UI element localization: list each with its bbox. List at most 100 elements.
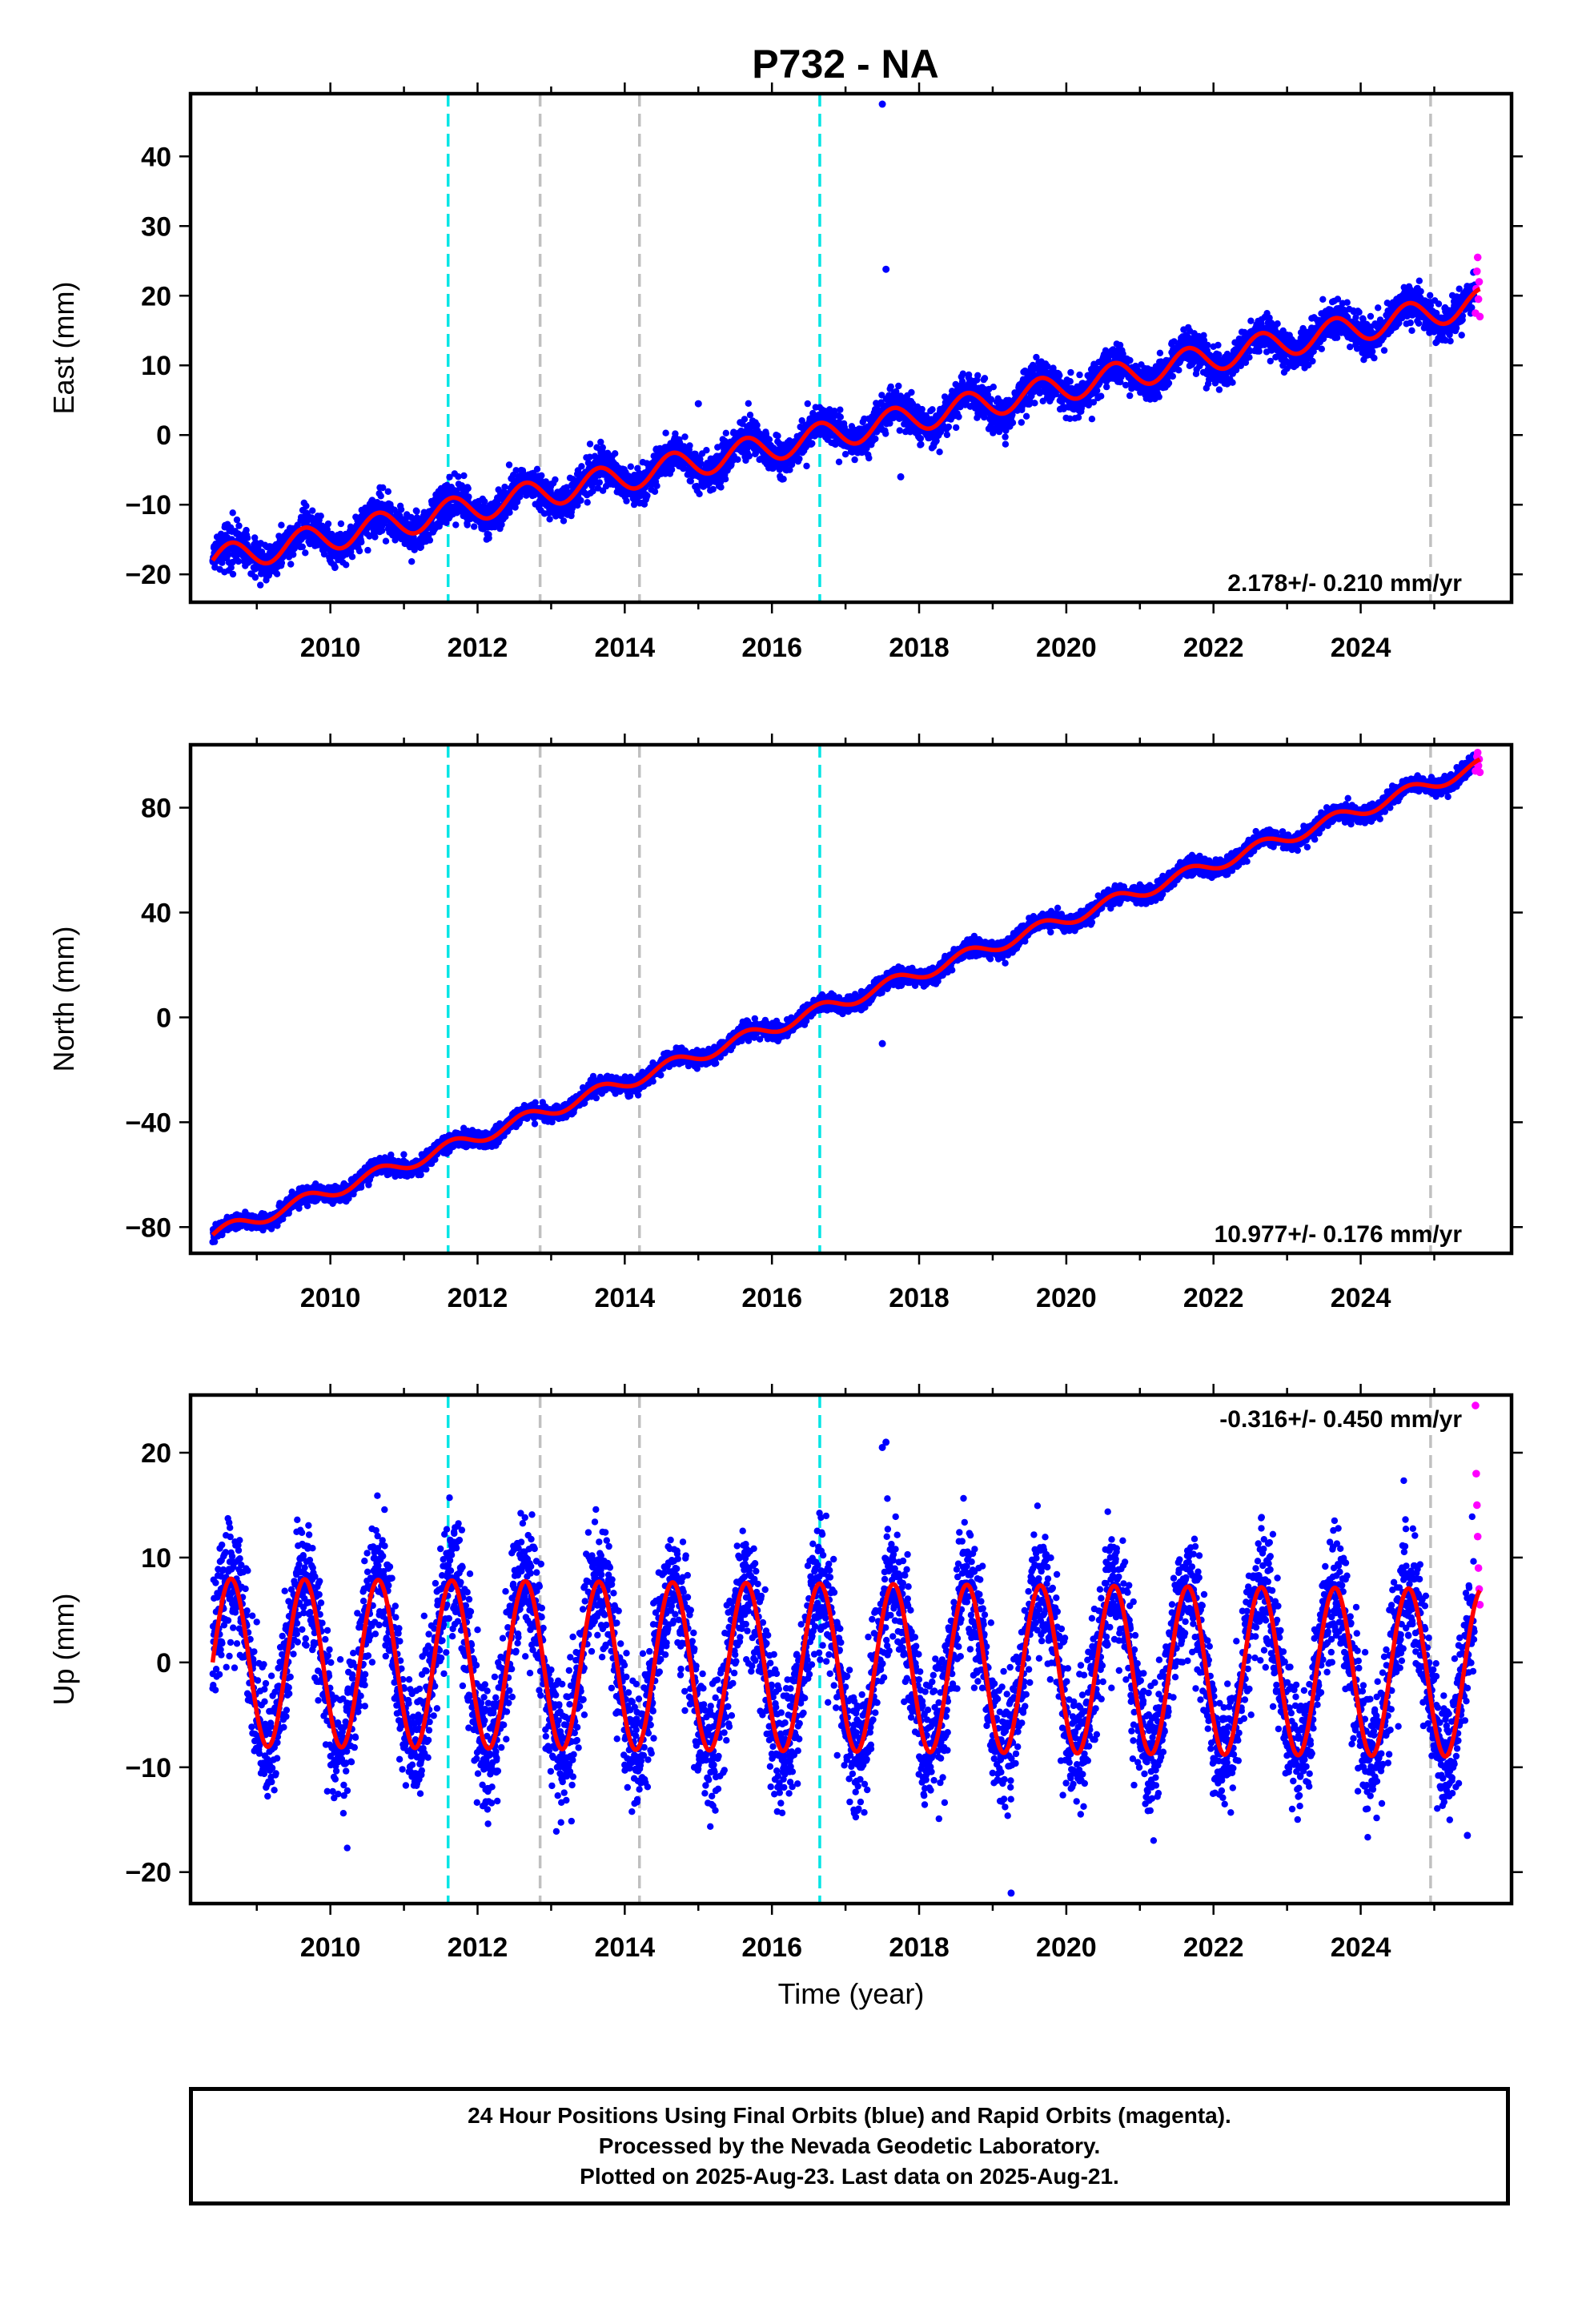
east-final-point xyxy=(981,375,989,382)
east-final-point xyxy=(943,431,951,439)
east-final-point xyxy=(653,482,661,489)
east-final-point xyxy=(229,509,236,517)
east-final-point xyxy=(1156,349,1164,356)
east-final-point xyxy=(765,436,773,443)
east-final-point xyxy=(485,534,492,542)
east-final-point xyxy=(505,461,513,468)
east-final-point xyxy=(804,400,811,408)
east-final-point xyxy=(379,527,386,534)
east-final-point xyxy=(722,429,729,436)
east-final-point xyxy=(371,533,379,541)
east-final-point xyxy=(455,473,462,480)
east-final-point xyxy=(1204,341,1211,349)
east-final-point xyxy=(323,526,331,533)
east-final-point xyxy=(379,484,387,492)
east-final-point xyxy=(803,462,810,470)
east-final-point xyxy=(426,537,434,544)
east-final-point xyxy=(745,452,753,460)
east-final-point xyxy=(309,507,316,514)
east-final-point xyxy=(331,564,339,571)
east-final-point xyxy=(896,427,904,434)
east-final-point xyxy=(746,412,754,419)
east-final-point xyxy=(872,435,879,443)
east-final-point xyxy=(552,476,559,484)
east-final-point xyxy=(721,476,729,483)
east-final-point xyxy=(324,520,332,528)
east-final-point xyxy=(1103,383,1110,391)
east-final-point xyxy=(1074,414,1082,421)
east-final-point xyxy=(974,372,982,379)
east-final-point xyxy=(243,534,251,541)
east-final-point xyxy=(358,538,365,546)
east-final-point xyxy=(460,472,468,480)
east-final-point xyxy=(408,513,415,521)
east-final-point xyxy=(1255,348,1263,355)
east-final-point xyxy=(1022,412,1030,420)
east-final-point xyxy=(1169,372,1177,380)
east-final-point xyxy=(364,546,371,554)
east-final-point xyxy=(945,423,953,431)
east-final-point xyxy=(1155,393,1162,400)
east-final-point xyxy=(1247,317,1255,324)
east-final-orbit-points xyxy=(209,100,1479,589)
east-final-point xyxy=(465,493,472,501)
east-final-point xyxy=(258,548,266,556)
east-final-point xyxy=(233,516,241,524)
east-final-point xyxy=(835,458,843,465)
east-final-point xyxy=(299,543,306,550)
east-final-point xyxy=(337,520,345,528)
east-final-point xyxy=(1009,419,1017,427)
east-final-point xyxy=(471,523,478,530)
east-final-point xyxy=(384,488,391,495)
east-final-point xyxy=(809,440,816,447)
east-final-point xyxy=(596,479,603,486)
east-final-point xyxy=(741,416,749,423)
east-final-point xyxy=(251,573,259,581)
east-final-point xyxy=(696,490,703,497)
east-final-point xyxy=(273,570,281,577)
east-final-point xyxy=(908,388,915,396)
east-final-point xyxy=(397,506,405,513)
east-final-point xyxy=(895,382,902,390)
east-final-point xyxy=(599,444,606,451)
east-final-point xyxy=(668,466,676,473)
east-final-point xyxy=(408,558,416,565)
east-final-point xyxy=(382,537,390,545)
east-final-point xyxy=(1018,419,1026,426)
east-final-point xyxy=(918,405,926,413)
east-final-point xyxy=(229,570,237,578)
east-final-point xyxy=(1165,380,1173,387)
east-final-point xyxy=(1229,379,1236,386)
east-final-point xyxy=(235,522,243,529)
east-final-point xyxy=(929,406,936,413)
east-final-point xyxy=(612,450,619,457)
east-final-point xyxy=(235,557,242,565)
east-final-point xyxy=(953,424,960,432)
east-final-point xyxy=(1126,356,1134,364)
east-final-point xyxy=(225,551,232,558)
east-final-point xyxy=(317,513,324,520)
east-final-point xyxy=(348,553,356,561)
east-final-point xyxy=(578,463,585,470)
east-final-point xyxy=(446,473,453,480)
east-final-point xyxy=(501,483,508,491)
east-final-point xyxy=(302,549,309,557)
east-final-point xyxy=(837,413,845,420)
east-final-point xyxy=(865,454,873,462)
east-final-point xyxy=(780,476,787,483)
east-final-point xyxy=(290,551,297,558)
east-final-point xyxy=(1076,371,1083,379)
east-final-point xyxy=(586,440,594,448)
east-final-point xyxy=(917,435,925,442)
east-final-point xyxy=(355,547,363,555)
east-final-point xyxy=(917,440,925,448)
plot-title: P732 - NA xyxy=(752,42,938,86)
east-final-point xyxy=(1002,433,1009,440)
east-final-point xyxy=(1098,392,1105,400)
east-final-point xyxy=(1175,367,1182,374)
east-final-point xyxy=(343,561,350,569)
east-final-point xyxy=(717,484,725,491)
east-final-point xyxy=(227,564,235,571)
east-final-point xyxy=(734,456,741,463)
east-final-point xyxy=(560,517,568,525)
